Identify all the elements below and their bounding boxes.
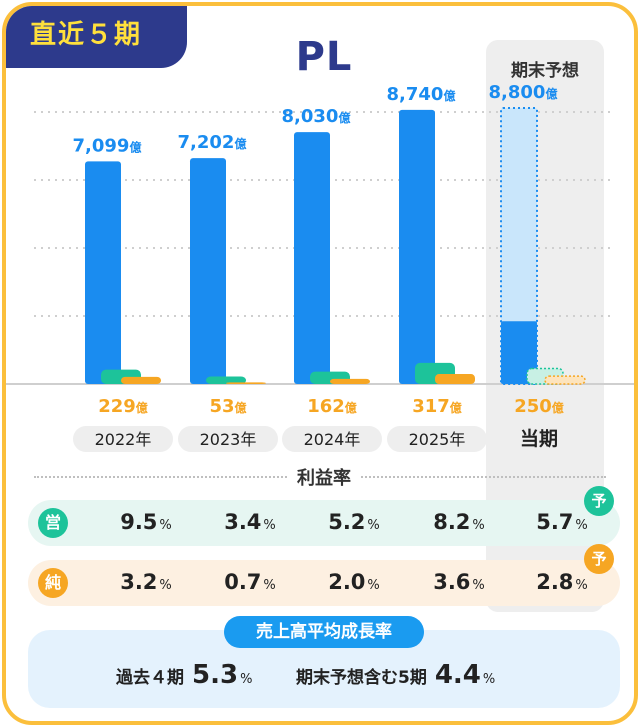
sales-value-label: 7,099億 [73, 135, 142, 156]
forecast-op-mark: 予 [584, 486, 614, 516]
year-pill [282, 426, 382, 452]
sales-value-label: 7,202億 [178, 132, 247, 153]
forecast-net-mark: 予 [584, 544, 614, 574]
forecast-header: 期末予想 [511, 61, 579, 81]
current-sales-bar [501, 321, 537, 384]
year-pill [387, 426, 487, 452]
profit-rate-title: 利益率 [6, 464, 634, 490]
sales-bar [85, 161, 121, 384]
year-pill [73, 426, 173, 452]
net-value-label: 53億 [209, 396, 246, 417]
sales-bar [294, 132, 330, 384]
net-value-label: 162億 [307, 396, 357, 417]
sales-value-label: 8,740億 [387, 84, 456, 105]
net-margin-value: 3.6% [433, 570, 485, 594]
year-label: 2023年 [200, 430, 257, 449]
operating-profit-bar [206, 376, 246, 384]
sales-value-label: 8,800億 [489, 82, 558, 103]
pl-bar-chart: 7,099億 229億 2022年 7,202億 53億 2023年 8,030億 162億 2… [6, 82, 634, 452]
sales-bar [190, 158, 226, 384]
growth-forecast: 期末予想含む5期 4.4% [296, 660, 496, 690]
sales-bar [399, 109, 435, 384]
net-margin-value: 3.2% [120, 570, 172, 594]
net-profit-bar [330, 378, 370, 384]
net-margin-value: 2.0% [328, 570, 380, 594]
net-profit-bar [226, 382, 266, 384]
chart-title: PL [295, 34, 353, 80]
growth-title: 売上高平均成長率 [224, 616, 424, 648]
net-profit-bar [435, 374, 475, 384]
op-margin-value: 5.2% [328, 510, 380, 534]
net-icon: 純 [38, 568, 68, 598]
op-margin-value: 9.5% [120, 510, 172, 534]
year-label: 2025年 [409, 430, 466, 449]
sales-value-label: 8,030億 [282, 106, 351, 127]
op-margin-value: 5.7% [536, 510, 588, 534]
period-badge: 直近５期 [6, 6, 187, 68]
net-margin-value: 2.8% [536, 570, 588, 594]
operating-icon: 営 [38, 508, 68, 538]
net-value-label: 317億 [412, 396, 462, 417]
operating-margin-row: 営 9.5% 3.4% 5.2% 8.2% 5.7% [28, 500, 620, 546]
net-value-label: 229億 [98, 396, 148, 417]
year-label: 2022年 [95, 430, 152, 449]
forecast-net-bar [544, 375, 586, 385]
net-margin-value: 0.7% [224, 570, 276, 594]
net-margin-row: 純 3.2% 0.7% 2.0% 3.6% 2.8% [28, 560, 620, 606]
year-label: 2024年 [304, 430, 361, 449]
year-label: 当期 [520, 427, 558, 450]
op-margin-value: 8.2% [433, 510, 485, 534]
year-pill [178, 426, 278, 452]
net-value-label: 250億 [514, 396, 564, 417]
growth-past: 過去４期 5.3% [116, 660, 253, 690]
net-profit-bar [121, 376, 161, 384]
op-margin-value: 3.4% [224, 510, 276, 534]
